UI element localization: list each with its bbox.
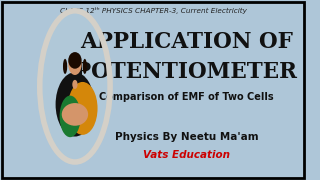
- Text: Comparison of EMF of Two Cells: Comparison of EMF of Two Cells: [99, 92, 274, 102]
- Ellipse shape: [40, 11, 110, 162]
- Ellipse shape: [68, 52, 82, 69]
- Ellipse shape: [72, 80, 77, 89]
- Ellipse shape: [83, 59, 87, 74]
- Ellipse shape: [68, 54, 82, 75]
- Text: APPLICATION OF: APPLICATION OF: [80, 31, 293, 53]
- Ellipse shape: [68, 82, 98, 135]
- Ellipse shape: [62, 103, 88, 126]
- Text: POTENTIOMETER: POTENTIOMETER: [76, 61, 297, 83]
- Text: Vats Education: Vats Education: [143, 150, 230, 160]
- Ellipse shape: [63, 59, 67, 74]
- Ellipse shape: [60, 96, 81, 137]
- Ellipse shape: [56, 72, 94, 136]
- Text: Physics By Neetu Ma'am: Physics By Neetu Ma'am: [115, 132, 258, 142]
- Text: CLASS 12ᵗʰ PHYSICS CHAPTER-3, Current Electricity: CLASS 12ᵗʰ PHYSICS CHAPTER-3, Current El…: [60, 6, 246, 14]
